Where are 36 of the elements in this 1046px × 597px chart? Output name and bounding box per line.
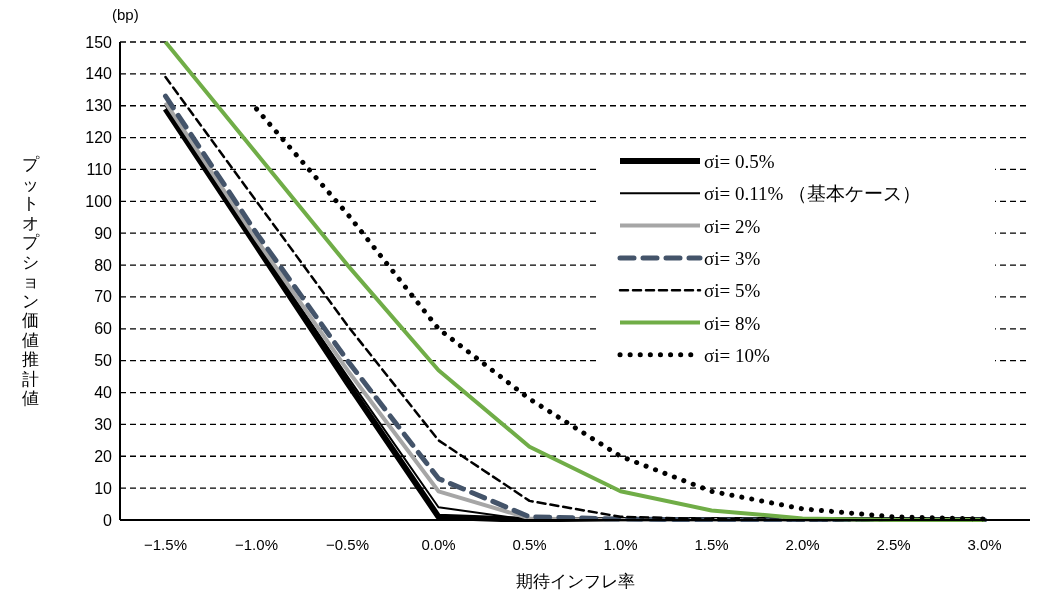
text: (bp): [112, 6, 139, 23]
y-tick-label: 140: [85, 65, 113, 83]
y-tick-label: 40: [94, 384, 113, 402]
legend-label: σi= 5%: [704, 280, 761, 302]
y-tick-label: 150: [85, 33, 113, 51]
x-tick-label: 3.0%: [967, 536, 1002, 553]
text: プットオプション価値推計値: [21, 155, 39, 408]
x-tick-label: 1.0%: [603, 536, 638, 553]
legend-label: σi= 8%: [704, 312, 761, 334]
x-tick-label: 0.5%: [512, 536, 547, 553]
x-tick-label: 0.0%: [421, 536, 456, 553]
y-tick-label: 60: [94, 320, 113, 338]
y-tick-label: 10: [94, 479, 113, 497]
x-tick-label: −0.5%: [326, 536, 369, 553]
legend-label: σi= 10%: [704, 344, 770, 366]
x-tick-label: −1.0%: [235, 536, 278, 553]
y-tick-label: 20: [94, 447, 113, 465]
x-tick-label: 2.0%: [785, 536, 820, 553]
legend-label: σi= 3%: [704, 247, 761, 269]
y-tick-label: 90: [94, 224, 113, 242]
y-tick-label: 110: [86, 160, 113, 178]
y-tick-label: 30: [94, 415, 113, 433]
x-tick-label: 1.5%: [694, 536, 729, 553]
x-tick-label: 2.5%: [876, 536, 911, 553]
y-tick-label: 50: [94, 352, 113, 370]
x-tick-label: −1.5%: [144, 536, 187, 553]
x-axis-title: 期待インフレ率: [515, 572, 635, 591]
y-tick-label: 70: [94, 288, 113, 306]
y-tick-label: 100: [85, 192, 113, 210]
y-tick-label: 120: [85, 129, 113, 147]
y-tick-label: 130: [85, 97, 113, 115]
y-tick-label: 0: [103, 511, 113, 529]
legend-label: σi= 2%: [704, 215, 761, 237]
legend-label: σi= 0.5%: [704, 151, 775, 172]
legend-label: σi= 0.11% （基本ケース）: [704, 183, 922, 205]
y-tick-label: 80: [94, 256, 113, 274]
